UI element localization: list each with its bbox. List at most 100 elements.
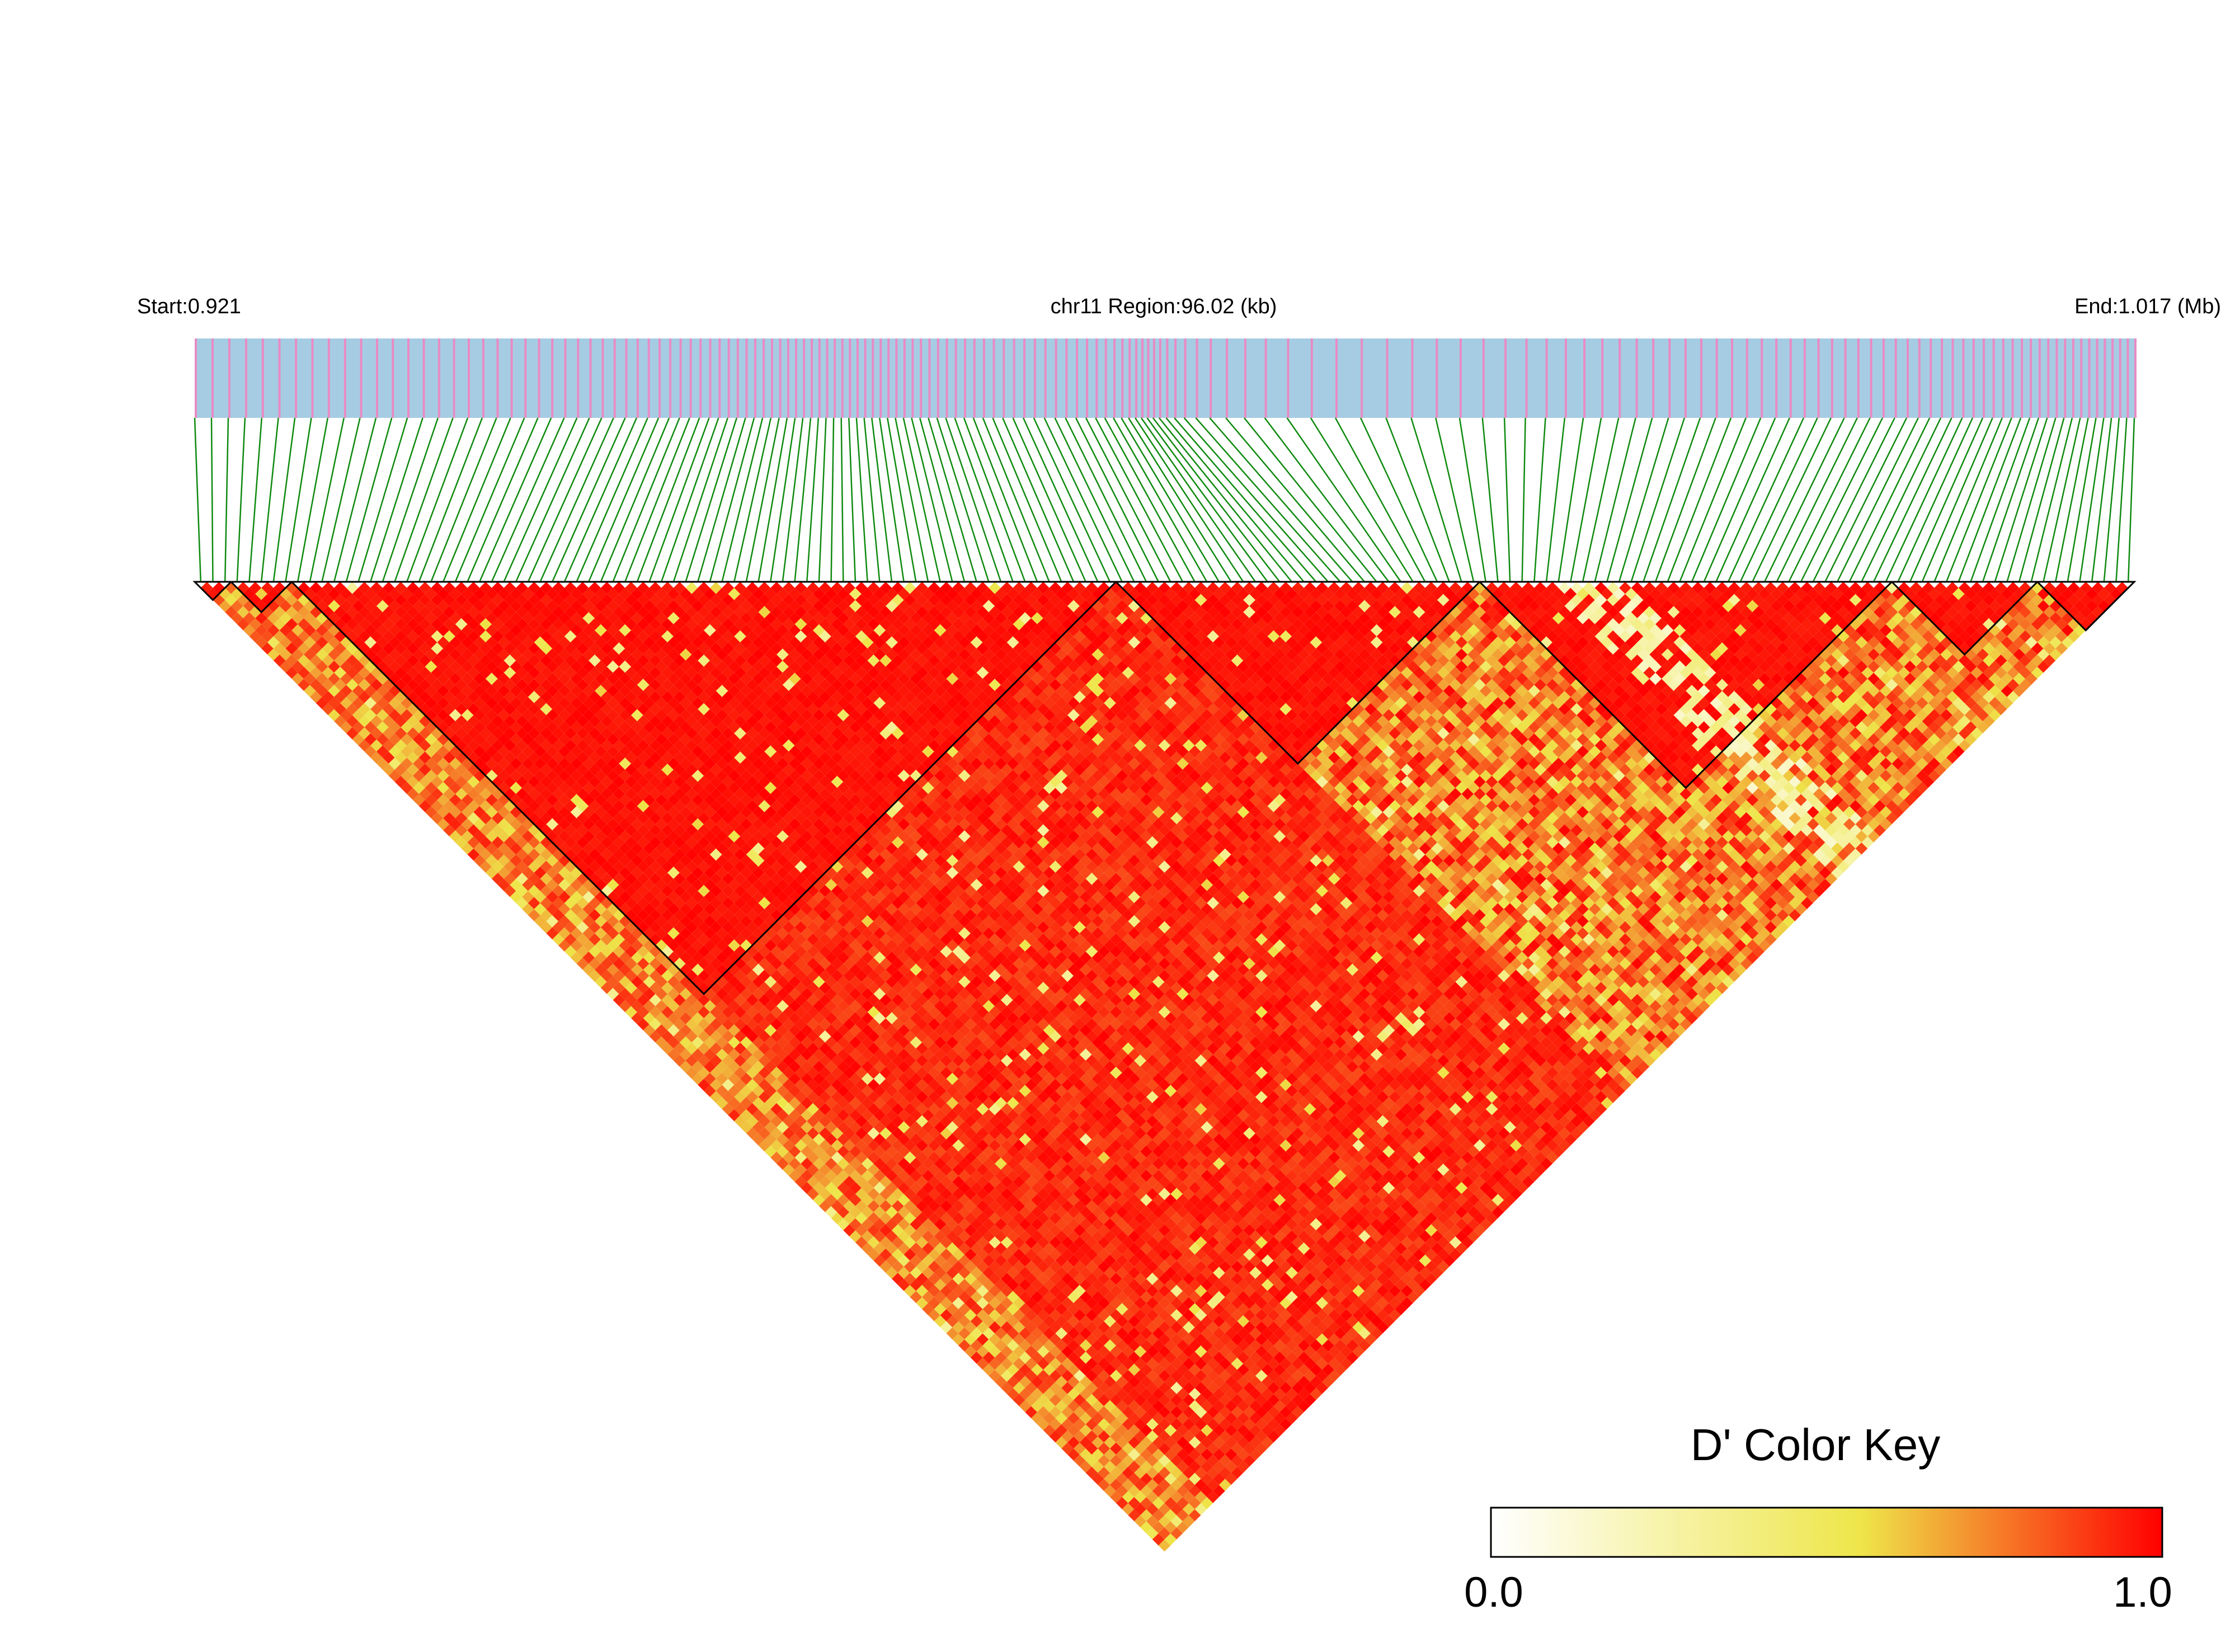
ld-cell <box>982 1230 995 1242</box>
ld-cell <box>552 873 564 885</box>
ld-cell <box>1049 1309 1062 1321</box>
ld-cell <box>794 1030 807 1043</box>
ld-cell <box>358 666 371 679</box>
marker-tick <box>437 338 440 418</box>
ld-cell <box>709 1042 722 1055</box>
ld-cell <box>558 878 571 891</box>
ld-cell <box>443 679 455 691</box>
ld-cell <box>831 1103 844 1116</box>
ld-cell <box>661 909 674 921</box>
ld-cell <box>528 800 540 812</box>
ld-cell <box>1074 1309 1086 1321</box>
ld-cell <box>667 987 680 1000</box>
ld-cell <box>989 1369 1001 1382</box>
ld-cell <box>316 696 328 709</box>
ld-cell <box>510 745 523 758</box>
ld-cell <box>249 582 262 594</box>
marker-tick <box>1870 338 1872 418</box>
ld-cell <box>613 945 625 958</box>
ld-cell <box>461 769 474 782</box>
ld-cell <box>691 1024 704 1037</box>
ld-cell <box>606 963 619 976</box>
ld-cell <box>589 909 601 921</box>
marker-ticks <box>195 338 2137 418</box>
ld-cell <box>522 842 534 855</box>
marker-connector <box>2043 417 2081 582</box>
ld-cell <box>1031 1267 1043 1279</box>
ld-cell <box>340 660 352 673</box>
ld-cell <box>1164 1436 1177 1449</box>
ld-cell <box>661 884 674 897</box>
ld-cell <box>237 582 250 594</box>
ld-cell <box>879 1224 892 1237</box>
ld-cell <box>1061 1345 1074 1358</box>
ld-cell <box>849 1169 862 1182</box>
ld-cell <box>1116 1436 1128 1449</box>
ld-cell <box>1006 1388 1019 1400</box>
marker-connector <box>1095 417 1184 582</box>
ld-cell <box>1122 1503 1135 1515</box>
marker-tick <box>1065 338 1068 418</box>
ld-cell <box>843 1091 855 1103</box>
ld-cell <box>740 1012 752 1024</box>
ld-cell <box>788 1109 801 1122</box>
ld-cell <box>298 679 310 691</box>
ld-cell <box>552 884 564 897</box>
ld-cell <box>589 921 601 934</box>
ld-cell <box>1122 1466 1135 1479</box>
ld-cell <box>764 1121 777 1133</box>
ld-cell <box>1170 1515 1183 1528</box>
ld-cell <box>643 891 656 903</box>
ld-cell <box>631 939 643 952</box>
ld-cell <box>534 854 547 867</box>
ld-cell <box>855 1236 868 1249</box>
ld-cell <box>1104 1436 1116 1449</box>
ld-cell <box>273 594 286 606</box>
ld-cell <box>782 1103 795 1116</box>
ld-cell <box>377 721 389 733</box>
ld-cell <box>316 624 328 637</box>
ld-cell <box>558 903 571 915</box>
ld-cell <box>401 648 413 661</box>
ld-cell <box>897 1133 910 1146</box>
marker-tick <box>1013 338 1015 418</box>
ld-cell <box>709 933 722 946</box>
ld-cell <box>928 1260 940 1273</box>
ld-cell <box>1085 1321 1098 1334</box>
ld-cell <box>564 788 577 800</box>
ld-cell <box>346 679 359 691</box>
ld-cell <box>922 1291 934 1303</box>
ld-cell <box>504 884 516 897</box>
ld-cell <box>758 994 771 1006</box>
ld-cell <box>619 878 632 891</box>
ld-cell <box>1013 1345 1025 1358</box>
marker-tick <box>2021 338 2024 418</box>
ld-cell <box>364 587 377 600</box>
ld-cell <box>516 873 528 885</box>
ld-cell <box>1013 1297 1025 1310</box>
ld-cell <box>777 1048 789 1061</box>
ld-cell <box>1183 1442 1195 1455</box>
ld-cell <box>540 884 553 897</box>
ld-cell <box>879 1236 892 1249</box>
ld-cell <box>473 733 486 746</box>
ld-cell <box>534 915 547 928</box>
ld-cell <box>685 982 698 994</box>
ld-cell <box>886 1254 898 1267</box>
ld-cell <box>1116 1376 1128 1388</box>
ld-cell <box>1074 1321 1086 1334</box>
ld-cell <box>752 1048 765 1061</box>
ld-cell <box>619 963 632 976</box>
ld-cell <box>213 582 225 594</box>
marker-connector <box>1861 417 1942 582</box>
ld-cell <box>976 1224 989 1237</box>
ld-cell <box>1001 1248 1013 1261</box>
ld-cell <box>413 769 425 782</box>
ld-cell <box>861 1121 874 1133</box>
ld-cell <box>673 1030 686 1043</box>
ld-cell <box>649 933 662 946</box>
marker-tick <box>879 338 882 418</box>
marker-connector <box>721 417 764 582</box>
ld-cell <box>486 733 498 746</box>
ld-cell <box>849 1230 862 1242</box>
